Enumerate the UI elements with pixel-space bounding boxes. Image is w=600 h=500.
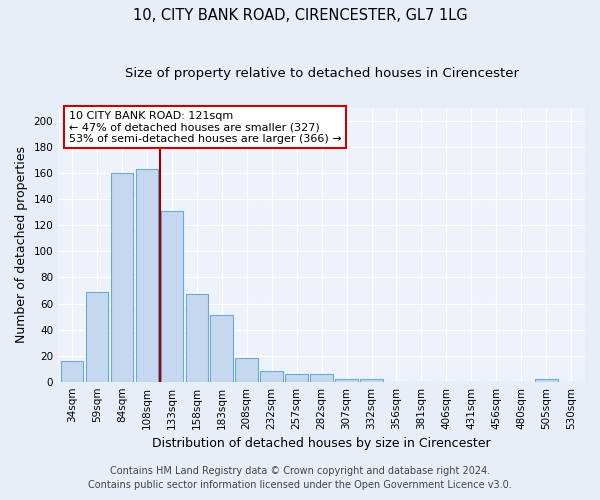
Bar bbox=[161, 211, 183, 382]
Bar bbox=[235, 358, 258, 382]
Bar bbox=[136, 170, 158, 382]
Text: 10 CITY BANK ROAD: 121sqm
← 47% of detached houses are smaller (327)
53% of semi: 10 CITY BANK ROAD: 121sqm ← 47% of detac… bbox=[69, 111, 341, 144]
Text: 10, CITY BANK ROAD, CIRENCESTER, GL7 1LG: 10, CITY BANK ROAD, CIRENCESTER, GL7 1LG bbox=[133, 8, 467, 22]
Bar bbox=[535, 379, 557, 382]
Bar bbox=[185, 294, 208, 382]
Bar bbox=[260, 372, 283, 382]
Bar bbox=[110, 173, 133, 382]
Bar bbox=[360, 379, 383, 382]
Y-axis label: Number of detached properties: Number of detached properties bbox=[15, 146, 28, 344]
Title: Size of property relative to detached houses in Cirencester: Size of property relative to detached ho… bbox=[125, 68, 518, 80]
Text: Contains HM Land Registry data © Crown copyright and database right 2024.
Contai: Contains HM Land Registry data © Crown c… bbox=[88, 466, 512, 490]
Bar bbox=[86, 292, 108, 382]
X-axis label: Distribution of detached houses by size in Cirencester: Distribution of detached houses by size … bbox=[152, 437, 491, 450]
Bar bbox=[286, 374, 308, 382]
Bar bbox=[335, 379, 358, 382]
Bar bbox=[61, 361, 83, 382]
Bar bbox=[211, 315, 233, 382]
Bar bbox=[310, 374, 333, 382]
